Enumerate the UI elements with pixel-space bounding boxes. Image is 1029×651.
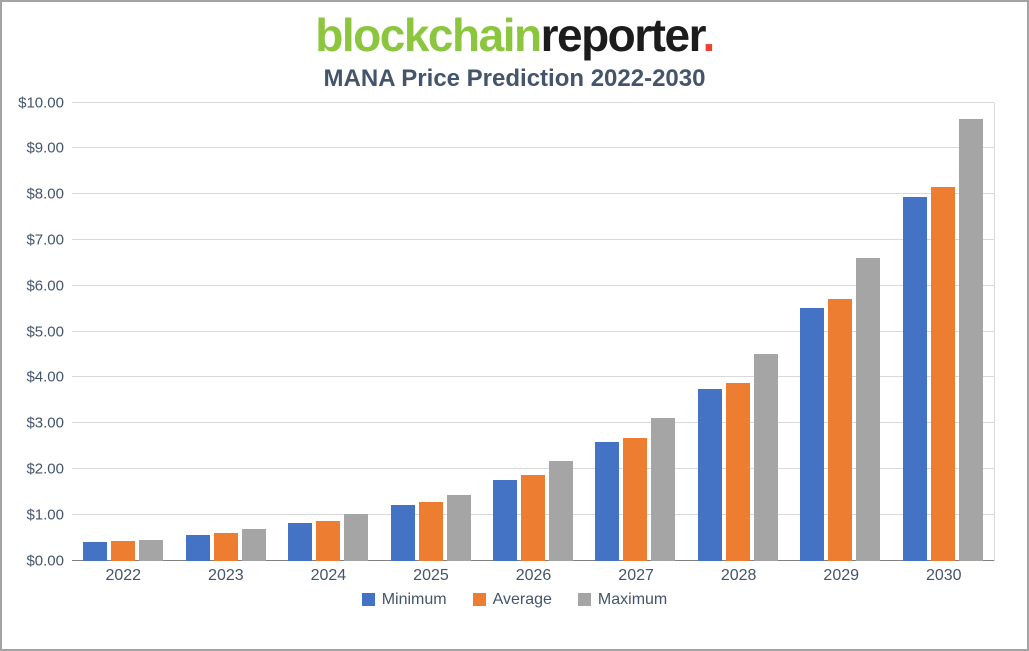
gridline: [72, 193, 994, 195]
bar-minimum-2026: [492, 479, 517, 561]
x-tick-label-2023: 2023: [208, 566, 244, 584]
bar-group-2022: [72, 103, 174, 561]
bar-group-2023: [174, 103, 276, 561]
logo-dot: .: [702, 9, 715, 61]
bar-maximum-2028: [753, 354, 778, 561]
legend: Minimum Average Maximum: [2, 591, 1027, 609]
x-tick-label-2026: 2026: [515, 566, 552, 584]
legend-label: Average: [492, 590, 552, 608]
gridline: [72, 147, 994, 149]
bar-average-2026: [520, 475, 545, 561]
bar-minimum-2024: [288, 523, 313, 561]
bar-minimum-2030: [902, 197, 927, 561]
bar-average-2024: [316, 521, 341, 561]
x-tick-label-2022: 2022: [105, 566, 142, 584]
bar-group-2028: [687, 103, 789, 561]
bar-group-2030: [892, 103, 994, 561]
legend-swatch-maximum: [577, 593, 591, 607]
blockchainreporter-logo: blockchainreporter.: [2, 2, 1027, 61]
bar-group-2026: [482, 103, 584, 561]
logo-text-blockchain: blockchain: [315, 9, 542, 61]
bar-minimum-2023: [185, 534, 210, 561]
bar-maximum-2026: [548, 461, 573, 561]
gridline: [72, 239, 994, 240]
y-tick-label: $3.00: [26, 414, 64, 432]
bar-groups: [72, 103, 994, 561]
y-tick-label: $6.00: [26, 277, 64, 295]
plot-column: 2022 2023 2024 2025 2026 2027 2028 2029 2030: [72, 101, 995, 585]
bar-group-2029: [789, 103, 891, 561]
bar-minimum-2025: [390, 504, 415, 561]
bar-average-2025: [418, 502, 443, 561]
legend-swatch-average: [472, 593, 486, 607]
gridline: [72, 284, 994, 286]
legend-label: Minimum: [381, 590, 447, 608]
bar-maximum-2027: [651, 417, 676, 561]
y-tick-label: $2.00: [26, 460, 64, 478]
y-tick-label: $5.00: [26, 323, 64, 341]
bar-maximum-2025: [446, 494, 471, 561]
gridline: [72, 101, 994, 103]
bar-maximum-2022: [139, 539, 164, 561]
bar-maximum-2029: [856, 257, 881, 561]
y-tick-label: $4.00: [26, 368, 64, 386]
chart-area: $0.00 $1.00 $2.00 $3.00 $4.00 $5.00 $6.00 $7.00…: [2, 93, 1027, 585]
bar-group-2027: [584, 103, 686, 561]
bar-maximum-2023: [241, 528, 266, 561]
legend-label: Maximum: [597, 590, 668, 608]
gridline: [72, 422, 994, 424]
x-tick-label-2029: 2029: [823, 566, 860, 584]
legend-item-maximum: Maximum: [577, 590, 668, 609]
bar-group-2025: [379, 103, 481, 561]
gridline: [72, 330, 994, 332]
bar-maximum-2030: [958, 118, 983, 561]
gridline: [72, 468, 994, 469]
y-tick-label: $7.00: [26, 231, 64, 249]
bar-average-2023: [213, 533, 238, 561]
y-tick-label: $9.00: [26, 139, 64, 157]
y-tick-label: $10.00: [18, 94, 64, 112]
y-tick-label: $8.00: [26, 185, 64, 203]
bar-minimum-2028: [697, 388, 722, 561]
bar-average-2028: [725, 382, 750, 561]
gridline: [72, 376, 994, 378]
x-tick-label-2024: 2024: [310, 566, 347, 584]
x-tick-label-2028: 2028: [720, 566, 757, 584]
x-tick-label-2027: 2027: [618, 566, 654, 584]
bar-minimum-2029: [800, 307, 825, 561]
bar-average-2022: [111, 540, 136, 561]
bar-minimum-2022: [83, 542, 108, 561]
bar-group-2024: [277, 103, 379, 561]
bar-average-2030: [930, 187, 955, 561]
bar-maximum-2024: [344, 513, 369, 561]
legend-item-minimum: Minimum: [361, 590, 447, 609]
y-tick-label: $1.00: [26, 506, 64, 524]
logo-text-reporter: reporter: [540, 9, 704, 61]
x-tick-label-2030: 2030: [925, 566, 962, 584]
bar-average-2027: [623, 437, 648, 561]
legend-item-average: Average: [472, 590, 552, 609]
y-axis-labels: $0.00 $1.00 $2.00 $3.00 $4.00 $5.00 $6.00 $7.00…: [14, 94, 72, 569]
x-axis-labels: 2022 2023 2024 2025 2026 2027 2028 2029 2030: [72, 567, 995, 585]
bar-average-2029: [828, 298, 853, 561]
chart-title: MANA Price Prediction 2022-2030: [323, 64, 706, 92]
legend-swatch-minimum: [361, 593, 375, 607]
y-tick-label: $0.00: [26, 552, 64, 570]
plot-area: [72, 101, 995, 561]
bar-minimum-2027: [595, 441, 620, 561]
x-tick-label-2025: 2025: [413, 566, 449, 584]
